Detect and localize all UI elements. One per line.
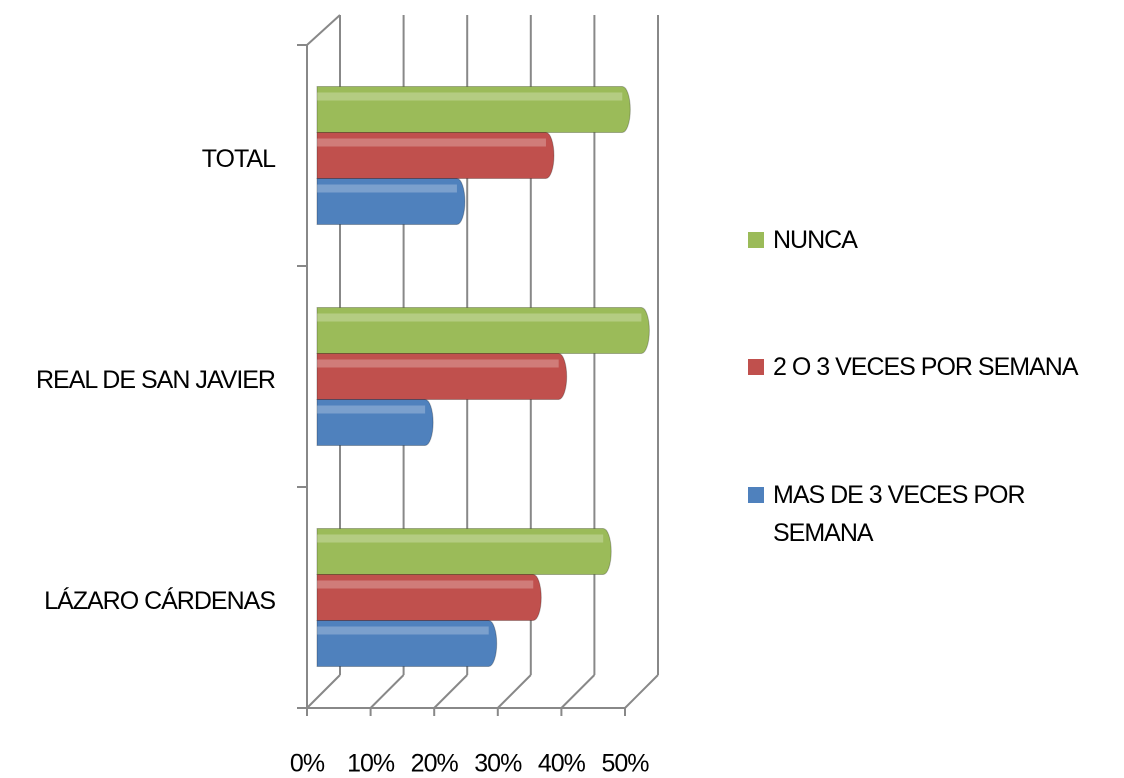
x-tick-label: 40% (538, 750, 586, 778)
floor-line (433, 674, 468, 709)
bar (316, 399, 434, 446)
legend-item: 2 O 3 VECES POR SEMANA (748, 348, 1118, 386)
bar-highlight (317, 534, 604, 543)
bar (316, 574, 542, 621)
bar (316, 353, 568, 400)
floor-line (560, 674, 596, 709)
legend-swatch (748, 359, 764, 375)
bar-highlight (317, 92, 623, 101)
legend-item: NUNCA (748, 221, 1118, 259)
x-tick-label: 20% (411, 750, 459, 778)
bar (316, 307, 650, 354)
legend-swatch (748, 487, 764, 503)
bar-highlight (317, 626, 489, 635)
x-tick-label: 50% (601, 750, 649, 778)
bar-highlight (317, 184, 457, 193)
x-tick-label: 10% (347, 750, 395, 778)
floor-line (624, 674, 659, 709)
bar (316, 178, 466, 225)
legend-swatch (748, 232, 764, 248)
bar-highlight (317, 405, 426, 414)
y-tick-label: REAL DE SAN JAVIER (36, 366, 275, 394)
legend-label: MAS DE 3 VECES POR SEMANA (773, 481, 1026, 547)
bar (316, 620, 498, 667)
bar-highlight (317, 580, 534, 589)
wall-edge (306, 14, 341, 46)
bar-highlight (317, 138, 546, 147)
y-tick-label: TOTAL (202, 145, 276, 173)
x-tick-label: 0% (290, 750, 325, 778)
legend-label: 2 O 3 VECES POR SEMANA (773, 353, 1079, 381)
bar (316, 132, 555, 179)
x-tick-label: 30% (474, 750, 522, 778)
y-tick-label: LÁZARO CÁRDENAS (44, 586, 275, 615)
floor-line (497, 674, 532, 709)
floor-line (369, 674, 405, 709)
bar (316, 86, 631, 133)
bar-highlight (317, 313, 642, 322)
legend-item: MAS DE 3 VECES POR SEMANA (748, 476, 1118, 552)
floor-line (306, 674, 341, 709)
bar-highlight (317, 359, 559, 368)
bar (316, 528, 612, 575)
legend-label: NUNCA (773, 226, 858, 254)
